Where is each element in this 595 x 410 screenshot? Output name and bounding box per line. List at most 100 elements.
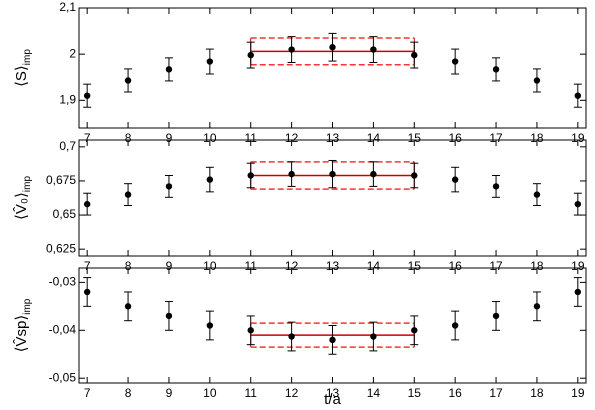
point xyxy=(451,322,459,329)
y-axis-label-sub: imp xyxy=(22,176,33,193)
y-tick-label: -0,05 xyxy=(49,370,77,384)
x-tick-label: 17 xyxy=(489,259,503,273)
y-tick-label: 2 xyxy=(69,46,76,60)
x-tick-label: 7 xyxy=(84,259,91,273)
x-tick-label: 10 xyxy=(203,131,217,145)
x-tick-label: 17 xyxy=(489,386,503,400)
point xyxy=(451,176,459,183)
point xyxy=(165,312,173,320)
x-tick-label: 12 xyxy=(285,131,299,145)
x-tick-label: 17 xyxy=(489,131,503,145)
x-tick-label: 8 xyxy=(125,259,132,273)
point xyxy=(83,288,91,296)
point xyxy=(165,66,173,73)
point xyxy=(574,92,582,99)
y-axis-label: ⟨V̂sp⟩imp xyxy=(12,298,32,352)
x-tick-label: 13 xyxy=(326,259,340,273)
point xyxy=(124,303,132,310)
y-tick-label: 0,7 xyxy=(59,139,76,153)
y-tick-label: 2,1 xyxy=(59,0,76,14)
point xyxy=(451,58,459,65)
point xyxy=(533,303,541,310)
x-tick-label: 14 xyxy=(367,386,381,400)
point xyxy=(574,288,582,296)
x-tick-label: 18 xyxy=(530,131,544,145)
y-axis-label-main: ⟨V̂sp⟩ xyxy=(12,315,29,353)
y-tick-label: 0,625 xyxy=(46,241,76,255)
point xyxy=(533,77,541,84)
point xyxy=(206,176,214,183)
y-tick-label: 1,9 xyxy=(59,92,76,106)
point xyxy=(83,200,91,208)
x-tick-label: 11 xyxy=(244,131,257,145)
x-tick-label: 12 xyxy=(285,386,299,400)
x-tick-label: 15 xyxy=(408,259,422,273)
x-tick-label: 19 xyxy=(571,386,585,400)
point xyxy=(165,183,173,190)
point xyxy=(247,172,254,179)
x-tick-label: 9 xyxy=(166,259,173,273)
x-tick-label: 16 xyxy=(448,131,462,145)
point xyxy=(492,66,500,73)
x-tick-label: 12 xyxy=(285,259,299,273)
point xyxy=(83,92,91,99)
point xyxy=(370,46,377,53)
y-tick-label: -0,03 xyxy=(49,275,77,289)
x-tick-label: 10 xyxy=(203,259,217,273)
x-tick-label: 7 xyxy=(84,131,91,145)
point xyxy=(533,191,541,198)
point xyxy=(124,191,132,198)
plot-frame xyxy=(78,7,587,129)
point xyxy=(329,170,336,178)
x-tick-label: 10 xyxy=(203,386,217,400)
point xyxy=(206,58,214,65)
point xyxy=(288,46,295,53)
point xyxy=(492,183,500,190)
x-tick-label: 14 xyxy=(367,259,381,273)
x-tick-label: 14 xyxy=(367,131,381,145)
x-tick-label: 19 xyxy=(571,131,585,145)
y-axis-label-main: ⟨V̂₀⟩ xyxy=(12,192,29,220)
x-tick-label: 11 xyxy=(244,259,257,273)
y-axis-label-sub: imp xyxy=(22,49,33,66)
point xyxy=(370,333,377,340)
x-tick-label: 8 xyxy=(125,131,132,145)
x-tick-label: 18 xyxy=(530,386,544,400)
x-tick-label: 8 xyxy=(125,386,132,400)
x-tick-label: 16 xyxy=(448,386,462,400)
x-tick-label: 15 xyxy=(408,131,422,145)
y-axis-label-sub: imp xyxy=(22,298,33,315)
point xyxy=(206,322,214,329)
point xyxy=(124,77,132,84)
point xyxy=(411,327,418,334)
x-tick-label: 13 xyxy=(326,386,340,400)
point xyxy=(370,170,377,178)
point xyxy=(288,333,295,340)
x-tick-label: 18 xyxy=(530,259,544,273)
x-axis-label: t/a xyxy=(324,391,341,408)
x-tick-label: 7 xyxy=(84,386,91,400)
point xyxy=(288,170,295,178)
x-tick-label: 9 xyxy=(166,386,173,400)
y-axis-label: ⟨V̂₀⟩imp xyxy=(12,176,32,220)
point xyxy=(329,44,336,51)
x-tick-label: 9 xyxy=(166,131,173,145)
x-tick-label: 15 xyxy=(408,386,422,400)
point xyxy=(492,312,500,320)
y-tick-label: 0,65 xyxy=(53,207,77,221)
plot-frame xyxy=(78,139,587,257)
point xyxy=(247,51,254,59)
point xyxy=(329,336,336,344)
x-tick-label: 13 xyxy=(326,131,340,145)
x-tick-label: 16 xyxy=(448,259,462,273)
point xyxy=(411,51,418,59)
point xyxy=(411,172,418,179)
x-tick-label: 11 xyxy=(244,386,257,400)
point xyxy=(247,327,254,334)
y-tick-label: 0,675 xyxy=(46,173,76,187)
y-tick-label: -0,04 xyxy=(49,322,77,336)
y-axis-label-main: ⟨S⟩ xyxy=(13,65,30,87)
point xyxy=(574,200,582,208)
y-axis-label: ⟨S⟩imp xyxy=(13,49,33,87)
